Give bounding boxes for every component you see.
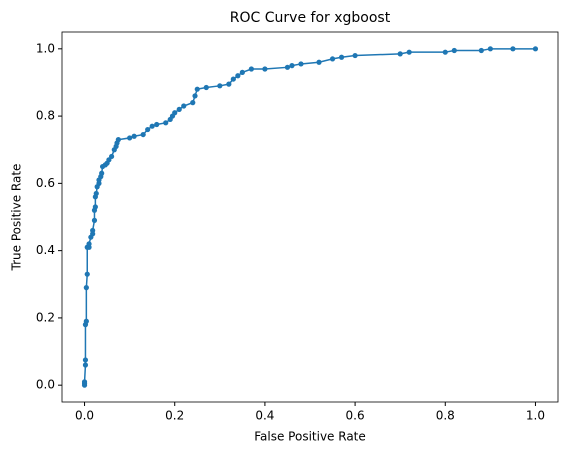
roc-point	[131, 133, 137, 139]
roc-point	[149, 123, 155, 129]
y-tick-label: 0.8	[36, 109, 55, 123]
roc-point	[91, 217, 98, 223]
roc-point	[316, 59, 322, 65]
roc-point	[82, 357, 89, 363]
plot-frame	[61, 31, 559, 403]
roc-point	[154, 121, 160, 128]
x-tick-label: 0.2	[165, 409, 184, 423]
roc-point	[92, 204, 98, 210]
roc-point	[338, 54, 345, 60]
roc-point	[81, 379, 88, 385]
roc-point	[217, 83, 223, 89]
roc-point	[235, 73, 241, 79]
roc-point	[181, 103, 187, 109]
roc-point	[406, 49, 412, 55]
roc-point	[127, 135, 133, 141]
roc-point	[442, 49, 448, 55]
roc-point	[451, 47, 457, 54]
roc-point	[145, 126, 151, 133]
roc-point	[352, 52, 358, 59]
x-tick-label: 0.0	[75, 409, 94, 423]
roc-point	[203, 84, 209, 91]
roc-point	[478, 47, 484, 54]
roc-point	[194, 86, 200, 92]
roc-point	[487, 46, 493, 52]
roc-point	[248, 66, 254, 72]
roc-point	[298, 61, 304, 67]
chart-title: ROC Curve for xgboost	[230, 10, 391, 26]
y-axis-label: True Positive Rate	[10, 164, 24, 272]
roc-point	[510, 46, 516, 52]
roc-point	[99, 170, 105, 176]
roc-point	[262, 66, 268, 72]
y-tick-label: 1.0	[36, 41, 55, 55]
roc-point	[115, 137, 121, 143]
y-tick-label: 0.6	[36, 176, 55, 190]
roc-point	[329, 56, 336, 62]
roc-point	[230, 76, 236, 82]
roc-point	[532, 46, 539, 52]
roc-point	[239, 69, 245, 75]
roc-point	[289, 63, 295, 69]
roc-point	[397, 51, 403, 57]
roc-point	[83, 285, 89, 291]
roc-point	[192, 93, 198, 99]
roc-point	[84, 271, 90, 277]
y-tick-label: 0.0	[36, 378, 55, 392]
roc-point	[284, 64, 291, 70]
roc-point	[176, 106, 182, 112]
roc-point	[82, 362, 89, 368]
y-tick-label: 0.4	[36, 243, 55, 257]
roc-point	[93, 190, 99, 197]
roc-point	[86, 241, 92, 247]
roc-point	[226, 81, 232, 87]
roc-point	[109, 153, 115, 160]
roc-point	[163, 120, 169, 126]
roc-point	[190, 100, 196, 106]
roc-point	[140, 131, 146, 138]
y-tick-label: 0.2	[36, 310, 55, 324]
x-tick-label: 0.4	[255, 409, 274, 423]
roc-point	[90, 227, 96, 234]
roc-point	[172, 110, 178, 116]
x-tick-label: 1.0	[526, 409, 545, 423]
x-axis-label: False Positive Rate	[254, 430, 366, 444]
x-tick-label: 0.8	[436, 409, 455, 423]
x-tick-label: 0.6	[346, 409, 365, 423]
roc-point	[83, 318, 89, 324]
